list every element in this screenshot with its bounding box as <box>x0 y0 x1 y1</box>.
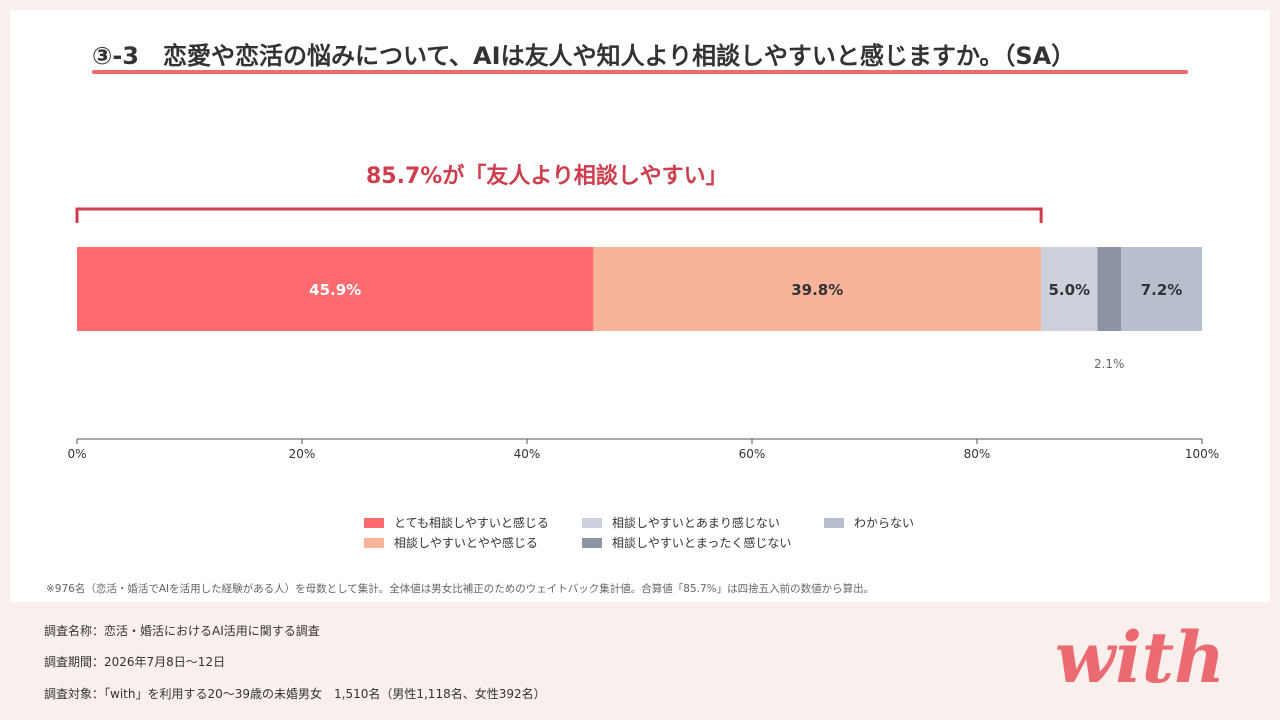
bar-segment-0 <box>77 247 594 331</box>
survey-target: 調査対象：「with」を利用する20〜39歳の未婚男女 1,510名（男性1,1… <box>44 687 546 701</box>
legend-swatch <box>824 517 844 528</box>
legend-item-not-very-easy: 相談しやすいとあまり感じない <box>582 514 780 532</box>
bar-segment-3 <box>1097 247 1121 331</box>
legend-label: 相談しやすいとあまり感じない <box>612 516 780 530</box>
title-underline <box>92 70 1188 74</box>
bracket-line <box>75 207 1043 223</box>
bar-segment-2 <box>1041 247 1098 331</box>
legend-item-very-easy: とても相談しやすいと感じる <box>364 514 549 532</box>
with-logo: with <box>1055 616 1225 699</box>
data-label-4: 7.2% <box>1141 281 1183 299</box>
data-label-1: 39.8% <box>791 281 843 299</box>
bar-segment-1 <box>593 247 1042 331</box>
x-tick-label-1: 20% <box>289 447 316 461</box>
data-label-3: 2.1% <box>1094 357 1125 371</box>
x-tick-label-5: 100% <box>1185 447 1219 461</box>
x-tick-label-2: 40% <box>514 447 541 461</box>
legend-item-dont-know: わからない <box>824 514 914 532</box>
x-tick-label-0: 0% <box>67 447 86 461</box>
data-label-0: 45.9% <box>309 281 361 299</box>
logo-text: with <box>1055 616 1225 699</box>
legend-label: とても相談しやすいと感じる <box>394 516 549 530</box>
chart-legend: とても相談しやすいと感じる 相談しやすいとやや感じる 相談しやすいとあまり感じな… <box>364 514 964 554</box>
legend-swatch <box>364 537 384 548</box>
legend-swatch <box>582 517 602 528</box>
survey-name: 調査名称：恋活・婚活におけるAI活用に関する調査 <box>44 624 320 638</box>
x-tick-label-3: 60% <box>739 447 766 461</box>
page-title: ③-3 恋愛や恋活の悩みについて、AIは友人や知人より相談しやすいと感じますか。… <box>92 42 1076 70</box>
legend-label: 相談しやすいとやや感じる <box>394 536 538 550</box>
bar-segment-4 <box>1121 247 1202 331</box>
legend-swatch <box>364 517 384 528</box>
data-label-2: 5.0% <box>1048 281 1090 299</box>
footnote: ※976名（恋活・婚活でAIを活用した経験がある人）を母数として集計。全体値は男… <box>46 583 875 595</box>
headline-callout: 85.7%が「友人より相談しやすい」 <box>366 164 728 189</box>
survey-period: 調査期間：2026年7月8日〜12日 <box>44 655 226 669</box>
legend-label: わからない <box>854 516 915 530</box>
legend-item-not-at-all-easy: 相談しやすいとまったく感じない <box>582 534 791 552</box>
legend-label: 相談しやすいとまったく感じない <box>612 536 792 550</box>
legend-swatch <box>582 537 602 548</box>
x-tick-label-4: 80% <box>964 447 991 461</box>
legend-item-somewhat-easy: 相談しやすいとやや感じる <box>364 534 538 552</box>
